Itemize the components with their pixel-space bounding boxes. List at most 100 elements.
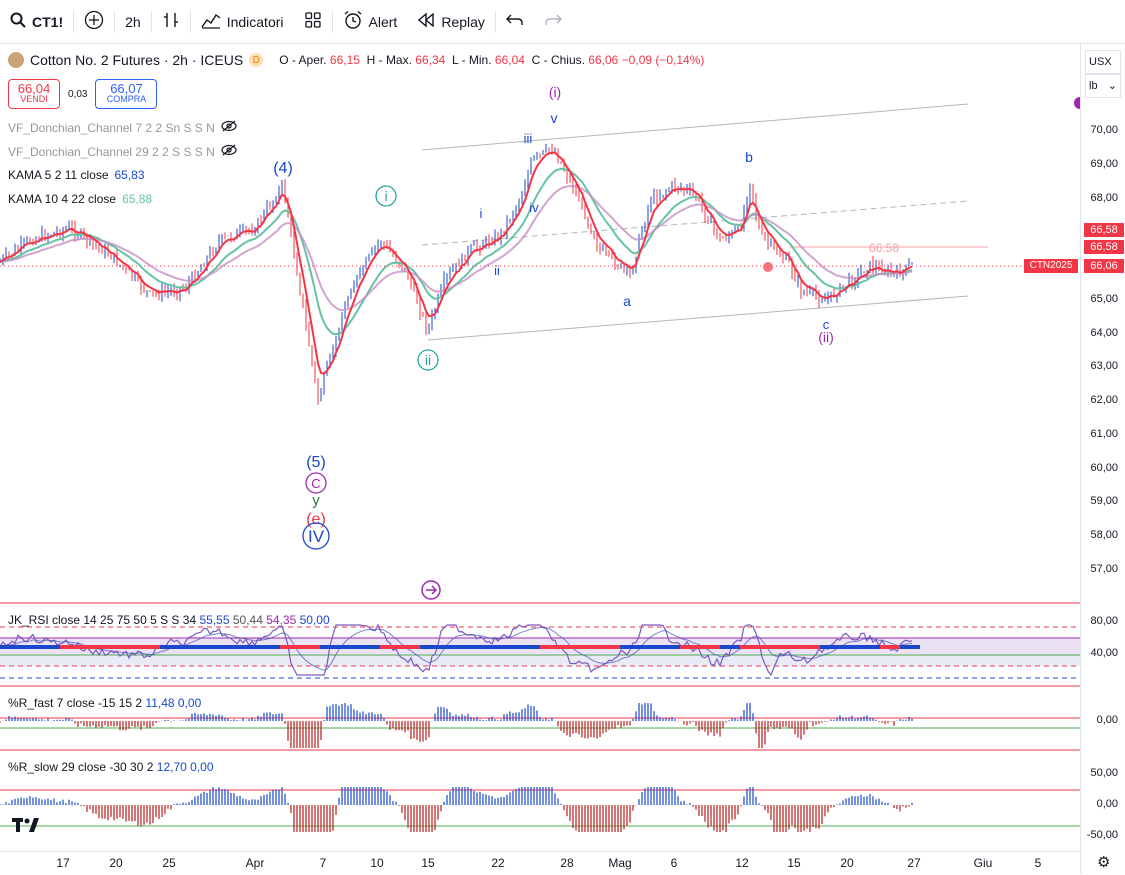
wave-label-c-major[interactable]: C	[311, 476, 320, 491]
time-tick: 22	[491, 856, 505, 870]
time-tick: 6	[670, 856, 678, 870]
chevron-down-icon: ⌄	[1107, 80, 1117, 92]
rsi-value-3: 54,35	[266, 613, 297, 627]
tradingview-logo[interactable]	[12, 818, 40, 837]
price-tick: 69,00	[1090, 157, 1118, 170]
wave-label-iii[interactable]: iii	[524, 131, 533, 146]
unit-label: lb	[1089, 80, 1098, 92]
alarm-clock-icon	[343, 10, 363, 33]
indicator-value: 65,83	[114, 168, 145, 182]
low-value: 66,04	[494, 53, 525, 67]
indicator-kama-10[interactable]: KAMA 10 4 22 close 65,88	[8, 192, 152, 206]
rsi-value-4: 50,00	[299, 613, 330, 627]
buy-price: 66,07	[110, 81, 143, 96]
wave-label-ii-paren[interactable]: (ii)	[818, 329, 834, 345]
symbol-search[interactable]: CT1!	[0, 0, 73, 43]
open-label: O - Aper.	[279, 53, 327, 67]
time-tick: 17	[56, 856, 70, 870]
trade-buttons: 66,04 VENDI 0,03 66,07 COMPRA	[8, 79, 158, 109]
offscreen-marker	[1074, 97, 1080, 109]
wave-label-a[interactable]: a	[623, 293, 631, 309]
alert-marker-icon[interactable]	[763, 262, 773, 272]
wave-label-i-circled[interactable]: i	[384, 188, 387, 204]
sell-label: VENDI	[20, 94, 48, 104]
rslow-value-1: 12,70	[156, 760, 187, 774]
time-tick: 15	[421, 856, 435, 870]
rsi-legend[interactable]: JK_RSI close 14 25 75 50 5 S S 34 55,55 …	[8, 613, 330, 627]
indicators-button[interactable]: Indicatori	[191, 0, 294, 43]
time-tick: 10	[370, 856, 384, 870]
wave-label-v[interactable]: v	[551, 110, 558, 126]
price-tag-alert: 66,58	[1084, 223, 1124, 237]
channel-lower-line[interactable]	[427, 295, 969, 341]
plus-circle-icon	[84, 10, 104, 33]
eye-hidden-icon[interactable]	[221, 120, 237, 135]
chart-canvas[interactable]: 66.58 (4) (5) C y (e) IV i ii (i) v iii …	[0, 44, 1080, 851]
bars-icon	[162, 11, 180, 32]
layouts-button[interactable]	[294, 0, 332, 43]
indicator-label: VF_Donchian_Channel 7 2 2 Sn S S N	[8, 120, 215, 135]
alert-label: Alert	[368, 13, 398, 30]
indicator-kama-5[interactable]: KAMA 5 2 11 close 65,83	[8, 168, 145, 182]
delayed-badge[interactable]: D	[249, 53, 264, 67]
price-tick: 60,00	[1090, 461, 1118, 474]
arrow-right-icon	[426, 585, 438, 595]
interval-button[interactable]: 2h	[115, 0, 151, 43]
price-tick: 70,00	[1090, 124, 1118, 136]
oscillator-tick: -50,00	[1086, 829, 1118, 841]
eye-hidden-icon[interactable]	[221, 144, 237, 159]
undo-button[interactable]	[496, 0, 534, 43]
sell-button[interactable]: 66,04 VENDI	[8, 79, 60, 109]
wave-label-i-minor[interactable]: i	[480, 206, 483, 221]
rslow-legend[interactable]: %R_slow 29 close -30 30 2 12,70 0,00	[8, 760, 214, 774]
indicator-label: KAMA 5 2 11 close	[8, 168, 109, 182]
indicator-donchian-7[interactable]: VF_Donchian_Channel 7 2 2 Sn S S N	[8, 120, 237, 135]
buy-button[interactable]: 66,07 COMPRA	[95, 79, 158, 109]
channel-mid-line[interactable]	[421, 200, 969, 246]
wave-circle-i	[375, 185, 397, 207]
wave-label-iv-minor[interactable]: iv	[529, 200, 539, 215]
alert-button[interactable]: Alert	[333, 0, 408, 43]
wave-label-y[interactable]: y	[312, 492, 320, 509]
time-tick: Giu	[973, 856, 993, 870]
divider	[189, 10, 191, 33]
price-tick: 64,00	[1090, 326, 1118, 339]
time-tick: 28	[560, 856, 574, 870]
price-tick: 68,00	[1090, 191, 1118, 204]
wave-circle-iv	[302, 522, 330, 550]
redo-button[interactable]	[534, 0, 572, 43]
indicators-label: Indicatori	[226, 13, 284, 30]
rfast-legend[interactable]: %R_fast 7 close -15 15 2 11,48 0,00	[8, 696, 201, 710]
chart-type-button[interactable]	[152, 0, 190, 43]
wave-label-5[interactable]: (5)	[306, 454, 326, 471]
sell-price: 66,04	[17, 81, 51, 96]
wave-label-c[interactable]: c	[823, 317, 830, 332]
compare-button[interactable]	[74, 0, 114, 43]
wave-label-iv-major[interactable]: IV	[308, 527, 325, 546]
settings-gear-icon[interactable]: ⚙	[1097, 854, 1111, 871]
indicators-icon	[201, 11, 221, 32]
high-label: H - Max.	[366, 53, 412, 67]
close-value: 66,06	[588, 53, 619, 67]
go-to-realtime-icon[interactable]	[421, 580, 441, 600]
rsi-title: JK_RSI close 14 25 75 50 5 S S 34	[8, 613, 197, 627]
time-axis[interactable]: 17 20 25 Apr 7 10 15 22 28 Mag 6 12 15 20 27 Giu 5	[0, 851, 1080, 875]
rslow-histogram	[0, 787, 913, 832]
time-tick: Apr	[245, 856, 265, 870]
oscillator-tick: 40,00	[1090, 647, 1118, 659]
wave-label-b[interactable]: b	[745, 149, 753, 165]
price-tick: 62,00	[1090, 394, 1118, 407]
replay-button[interactable]: Replay	[407, 0, 495, 43]
channel-upper-line[interactable]	[421, 103, 969, 151]
undo-icon	[505, 13, 524, 30]
indicator-donchian-29[interactable]: VF_Donchian_Channel 29 2 2 S S S N	[8, 144, 237, 159]
wave-label-4[interactable]: (4)	[273, 160, 293, 177]
wave-label-ii-minor[interactable]: ii	[494, 263, 500, 278]
price-axis[interactable]: USX lb⌄ 70,0069,0068,0067,0066,0065,0064…	[1080, 44, 1125, 874]
wave-label-ii-circled[interactable]: ii	[425, 352, 431, 368]
currency-selector[interactable]: USX lb ⌄	[1085, 50, 1121, 98]
rslow-title: %R_slow 29 close -30 30 2	[8, 760, 154, 774]
wave-label-i-paren[interactable]: (i)	[549, 84, 561, 100]
change-value: −0,09 (−0,14%)	[621, 53, 705, 67]
chart-title[interactable]: Cotton No. 2 Futures · 2h · ICEUS	[30, 52, 244, 68]
